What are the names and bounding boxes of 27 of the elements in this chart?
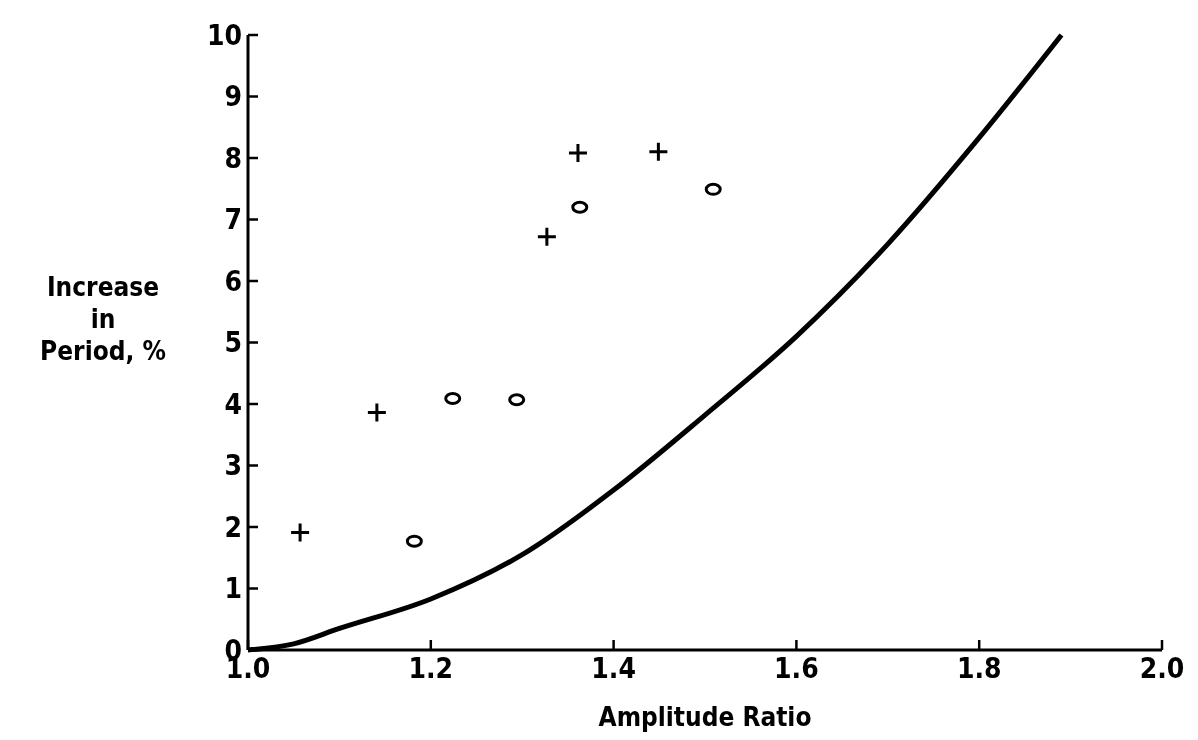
y-tick-label: 5 [224,326,242,360]
y-tick-label: 10 [206,18,242,52]
x-tick-label: 2.0 [1139,652,1185,685]
x-tick-label: 1.2 [408,652,454,685]
x-tick-label: 1.4 [591,652,636,685]
point [289,522,311,544]
y-tick-label: 1 [224,572,242,606]
point [704,182,722,196]
y-tick-label: 3 [224,449,242,483]
point [508,393,526,407]
x-tick-label: 1.6 [774,652,819,685]
y-tick-label: 7 [224,203,242,237]
x-axis-title: Amplitude Ratio [598,702,812,732]
y-tick-label: 4 [224,387,242,421]
y-axis-title: Increase in Period, % [40,272,166,366]
point [536,226,558,248]
point [567,142,589,164]
y-tick-label: 6 [224,264,242,298]
point [444,391,462,405]
point [647,141,669,163]
point [366,402,388,424]
y-tick-label: 8 [224,141,242,175]
y-tick-label: 9 [224,80,242,114]
x-tick-label: 1.8 [956,652,1002,685]
y-tick-label: 2 [224,510,242,544]
point [571,200,589,214]
point [405,534,423,548]
